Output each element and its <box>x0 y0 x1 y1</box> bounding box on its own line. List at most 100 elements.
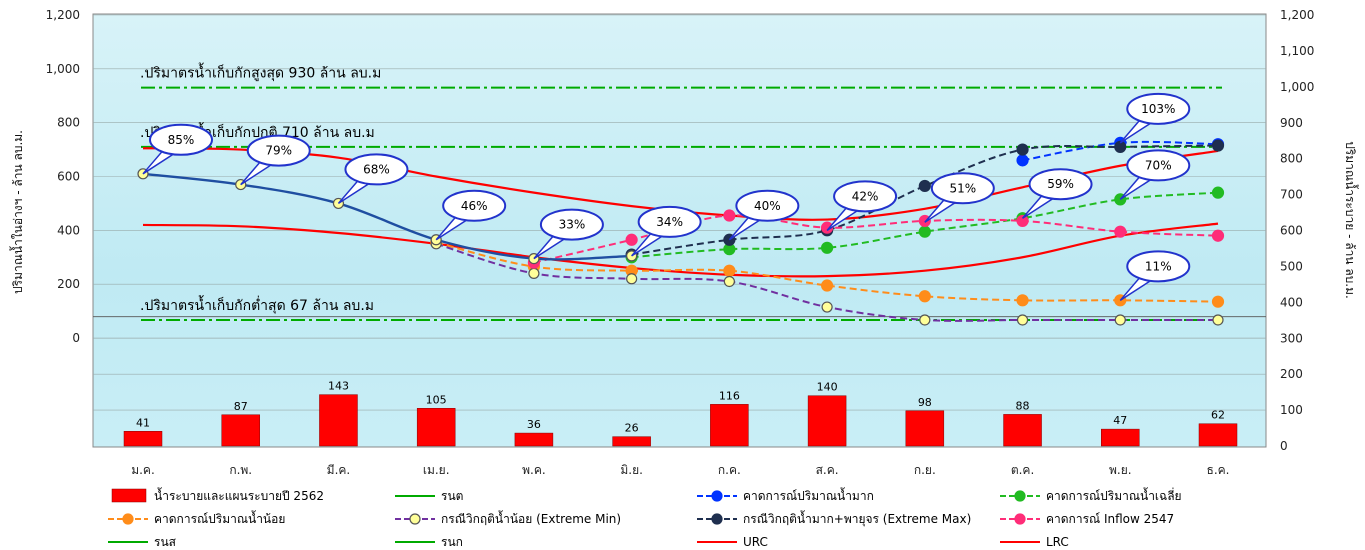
series-point <box>820 241 834 254</box>
release-bars: 41 87 143 105 36 26 116 140 98 88 47 62 <box>123 380 1238 447</box>
x-tick-label: มี.ค. <box>327 463 351 477</box>
callout-bubble <box>1126 149 1191 182</box>
right-tick-label: 0 <box>1280 439 1288 453</box>
legend-marker <box>711 490 723 502</box>
series-point <box>1016 214 1029 228</box>
bar-value-label: 88 <box>1016 399 1030 412</box>
series-point <box>1114 225 1127 238</box>
bar-value-label: 140 <box>817 381 838 394</box>
callout-bubble <box>344 153 409 186</box>
bar-value-label: 87 <box>234 400 248 413</box>
legend-label: รนก <box>441 535 463 549</box>
series-point <box>918 290 931 303</box>
right-tick-label: 700 <box>1280 188 1303 202</box>
x-tick-label: มิ.ย. <box>620 463 643 477</box>
left-tick-label: 1,000 <box>46 62 80 76</box>
series-point <box>723 209 736 222</box>
right-tick-label: 1,200 <box>1280 8 1314 22</box>
bar-value-label: 62 <box>1211 409 1225 422</box>
release-bar <box>1198 423 1238 447</box>
x-tick-label: พ.ย. <box>1109 463 1132 477</box>
series-line <box>142 172 632 261</box>
left-axis-ticks: 1,200 1,000 800 600 400 200 0 <box>46 8 80 345</box>
x-tick-label: ก.ค. <box>718 463 741 477</box>
release-bar <box>416 408 456 447</box>
legend-label: รนส <box>154 535 177 549</box>
x-axis-categories: ม.ค. ก.พ. มี.ค. เม.ย. พ.ค. มิ.ย. ก.ค. ส.ค. ก.ย. ต… <box>131 463 1229 477</box>
left-axis-label: ปริมาณน้ำในอ่างฯ - ล้าน ลบ.ม. <box>9 130 25 294</box>
series-point <box>626 273 638 285</box>
legend-marker <box>409 513 421 525</box>
bar-value-label: 47 <box>1113 414 1127 427</box>
left-tick-label: 0 <box>72 331 80 345</box>
legend-label: คาดการณ์ปริมาณน้ำมาก <box>743 487 874 503</box>
series-point <box>919 314 931 326</box>
series-point <box>820 279 834 292</box>
series-point <box>918 225 931 238</box>
bar-value-label: 143 <box>328 380 349 393</box>
right-tick-label: 1,100 <box>1280 44 1314 58</box>
left-tick-label: 600 <box>57 170 80 184</box>
callout-bubble <box>1126 92 1191 125</box>
callout-label: 79% <box>265 144 292 158</box>
x-tick-label: พ.ค. <box>522 463 546 477</box>
callout-bubble <box>149 123 213 156</box>
callout-label: 51% <box>949 181 976 195</box>
legend-label: LRC <box>1046 535 1069 549</box>
release-bar <box>1101 428 1140 447</box>
release-bar <box>123 431 163 447</box>
series-point <box>1114 314 1126 326</box>
callout-label: 46% <box>461 199 488 213</box>
callout-label: 85% <box>168 133 195 147</box>
series-point <box>1114 140 1127 153</box>
release-bar <box>612 436 651 447</box>
bar-value-label: 116 <box>719 389 740 402</box>
gridlines <box>93 14 1266 411</box>
callout-bubble <box>833 180 898 213</box>
callout-label: 103% <box>1141 102 1175 116</box>
right-tick-label: 1,000 <box>1280 80 1314 94</box>
callout-label: 11% <box>1145 259 1172 273</box>
left-tick-label: 800 <box>57 116 80 130</box>
bar-value-label: 98 <box>918 396 932 409</box>
right-tick-label: 300 <box>1280 331 1303 345</box>
percentage-callouts: 85% 79% 68% 46% 33% 34% 40% 42% 51% 59% 103% 70% 11% <box>142 92 1191 301</box>
series-point <box>625 233 638 246</box>
series-point <box>528 267 540 279</box>
release-bar <box>1003 414 1042 447</box>
legend-label: คาดการณ์ Inflow 2547 <box>1046 512 1174 526</box>
series-point <box>723 264 736 277</box>
x-tick-label: ก.พ. <box>229 463 252 477</box>
legend: น้ำระบายและแผนระบายปี 2562 รนต คาดการณ์ปริ… <box>108 487 1182 549</box>
callout-label: 34% <box>656 215 683 229</box>
callout-bubble <box>1126 250 1191 283</box>
rule-curve-lrc <box>142 222 1219 278</box>
left-tick-label: 1,200 <box>46 8 80 22</box>
callout-bubble <box>1028 168 1093 201</box>
right-tick-label: 400 <box>1280 295 1303 309</box>
callout-label: 70% <box>1145 158 1172 172</box>
x-tick-label: ต.ค. <box>1011 463 1034 477</box>
legend-label: คาดการณ์ปริมาณน้ำน้อย <box>154 510 285 526</box>
callout-bubble <box>637 205 702 238</box>
bar-value-label: 41 <box>136 416 150 429</box>
x-tick-label: ธ.ค. <box>1207 463 1230 477</box>
x-tick-label: ม.ค. <box>131 463 155 477</box>
right-axis-label: ปริมาณน้ำระบาย - ล้าน ลบ.ม. <box>1343 141 1359 299</box>
legend-label: น้ำระบายและแผนระบายปี 2562 <box>154 487 324 503</box>
series-point <box>723 275 735 288</box>
right-axis-ticks: 1,200 1,100 1,000 900 800 700 600 500 400 300 200 1… <box>1280 8 1314 453</box>
reference-lines: .ปริมาตรน้ำเก็บกักสูงสุด 930 ล้าน ลบ.ม .ป… <box>140 63 1222 321</box>
legend-label: คาดการณ์ปริมาณน้ำเฉลี่ย <box>1046 487 1182 503</box>
release-bar <box>319 394 358 447</box>
series-point <box>1016 294 1029 307</box>
left-tick-label: 400 <box>57 223 80 237</box>
callout-bubble <box>930 172 995 205</box>
callout-label: 42% <box>852 189 879 203</box>
callout-bubble <box>246 134 311 167</box>
right-tick-label: 100 <box>1280 403 1303 417</box>
callout-label: 59% <box>1047 177 1074 191</box>
legend-label: URC <box>743 535 768 549</box>
series-point <box>1212 314 1224 326</box>
